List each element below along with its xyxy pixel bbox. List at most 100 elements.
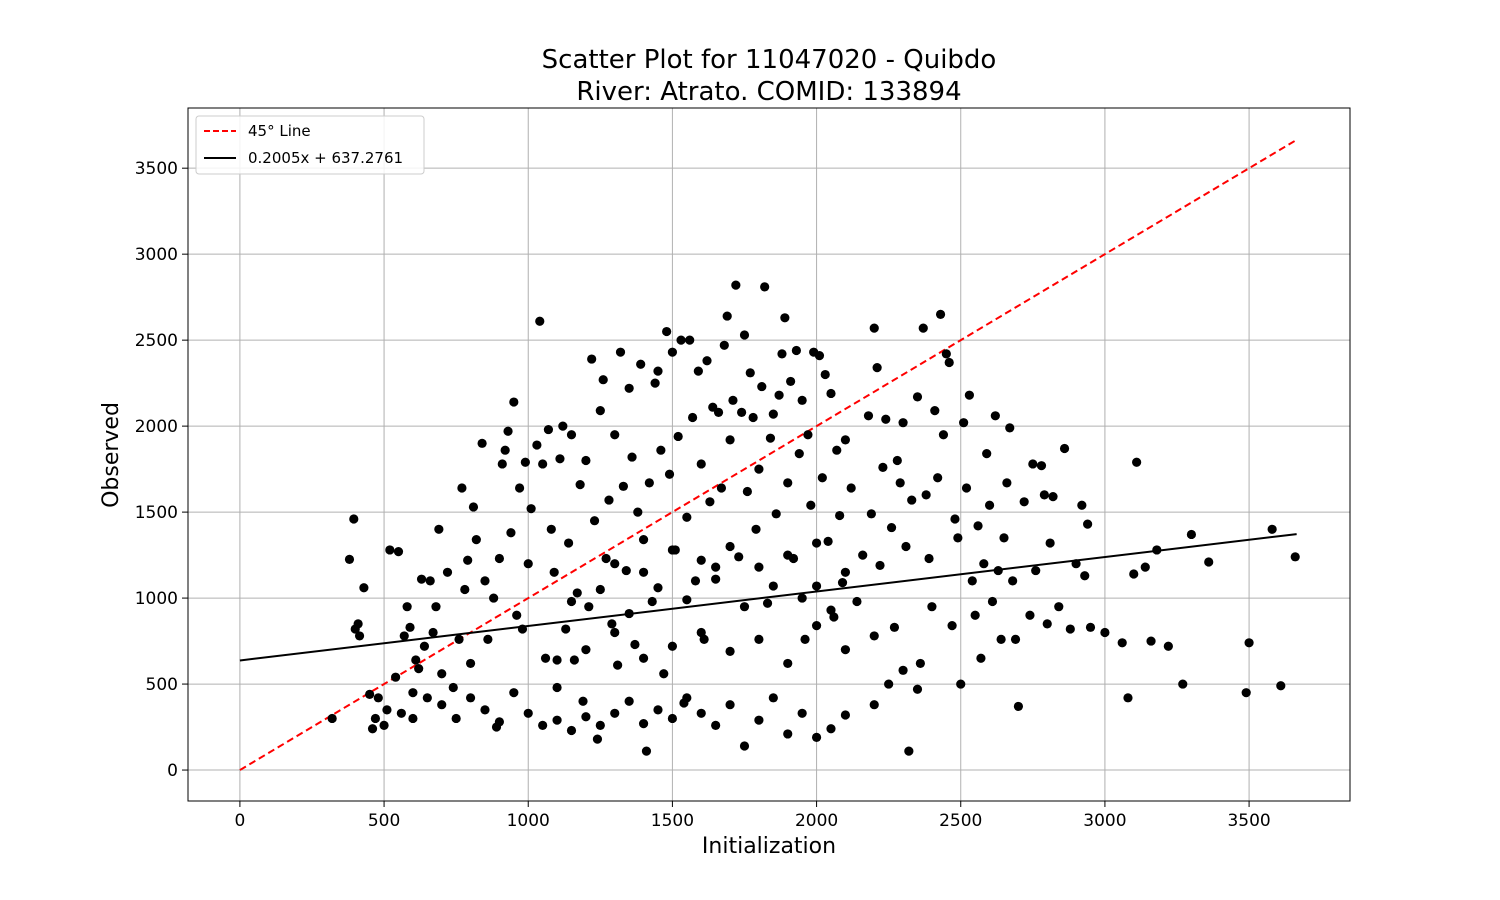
- scatter-point: [884, 679, 894, 689]
- scatter-point: [613, 660, 623, 670]
- scatter-point: [832, 445, 842, 455]
- scatter-point: [898, 665, 908, 675]
- scatter-point: [1241, 688, 1251, 698]
- scatter-point: [1152, 545, 1162, 555]
- scatter-point: [794, 449, 804, 459]
- scatter-point: [564, 538, 574, 548]
- scatter-point: [552, 715, 562, 725]
- scatter-point: [514, 483, 525, 493]
- scatter-point: [869, 631, 879, 641]
- scatter-point: [667, 347, 678, 357]
- scatter-point: [344, 554, 355, 564]
- scatter-point: [791, 345, 801, 356]
- scatter-point: [1129, 569, 1139, 579]
- scatter-point: [385, 545, 395, 555]
- scatter-point: [595, 720, 605, 730]
- scatter-point: [739, 330, 750, 340]
- plot-lines: [239, 138, 1298, 771]
- scatter-point: [463, 555, 473, 565]
- scatter-point: [915, 658, 925, 669]
- scatter-point: [826, 388, 836, 399]
- scatter-point: [1059, 443, 1070, 454]
- scatter-point: [797, 708, 807, 718]
- scatter-point: [964, 390, 974, 400]
- reference-45-line: [239, 138, 1298, 771]
- scatter-point: [581, 712, 591, 722]
- scatter-point: [1146, 636, 1156, 646]
- scatter-point: [690, 576, 701, 586]
- scatter-point: [745, 368, 755, 378]
- scatter-point: [863, 411, 874, 421]
- scatter-point: [638, 535, 649, 545]
- y-tick-label: 1500: [135, 503, 178, 523]
- scatter-point: [895, 478, 905, 488]
- scatter-point: [800, 634, 810, 644]
- x-tick-label: 3000: [1083, 811, 1126, 831]
- data-points: [327, 280, 1300, 756]
- scatter-point: [837, 578, 848, 588]
- scatter-point: [373, 693, 383, 703]
- scatter-point: [754, 464, 764, 474]
- y-tick-label: 3000: [135, 245, 178, 265]
- scatter-point: [402, 602, 412, 612]
- regression-fit-line: [239, 533, 1297, 662]
- scatter-point: [1290, 552, 1300, 562]
- scatter-point: [523, 708, 533, 718]
- scatter-point: [419, 641, 430, 651]
- scatter-point: [817, 473, 827, 483]
- scatter-point: [465, 658, 476, 669]
- scatter-point: [1048, 492, 1058, 502]
- y-tick-label: 1000: [135, 589, 178, 609]
- scatter-point: [595, 584, 605, 595]
- scatter-point: [359, 583, 369, 593]
- scatter-point: [933, 473, 943, 483]
- x-axis-ticks: 0 500 1000 1500 2000 2500 3000 3500: [234, 801, 1271, 831]
- scatter-point: [725, 435, 735, 445]
- scatter-point: [558, 421, 568, 431]
- legend-box: [195, 115, 425, 175]
- scatter-point: [1244, 638, 1254, 648]
- scatter-point: [757, 381, 767, 392]
- scatter-point: [483, 634, 493, 644]
- scatter-point: [552, 655, 562, 665]
- scatter-point: [1005, 423, 1015, 433]
- scatter-point: [840, 567, 851, 577]
- scatter-point: [713, 407, 724, 417]
- scatter-point: [638, 719, 649, 729]
- scatter-point: [1085, 622, 1096, 632]
- scatter-point: [1132, 457, 1142, 467]
- scatter-point: [901, 541, 911, 552]
- scatter-point: [561, 624, 571, 634]
- scatter-point: [1042, 619, 1052, 629]
- scatter-point: [650, 378, 660, 388]
- scatter-point: [575, 479, 585, 490]
- scatter-point: [532, 440, 542, 450]
- scatter-point: [771, 509, 781, 519]
- scatter-point: [682, 595, 692, 605]
- scatter-point: [858, 550, 868, 560]
- plot-area-frame: [187, 107, 1351, 802]
- scatter-point: [725, 541, 735, 552]
- scatter-point: [768, 581, 778, 591]
- scatter-point: [947, 621, 957, 631]
- x-tick-label: 1000: [507, 811, 550, 831]
- scatter-point: [982, 449, 992, 459]
- scatter-point: [497, 459, 507, 469]
- scatter-point: [716, 483, 727, 493]
- scatter-point: [904, 746, 914, 756]
- scatter-point: [1117, 638, 1127, 648]
- scatter-point: [349, 514, 359, 524]
- scatter-point: [621, 565, 631, 576]
- scatter-point: [820, 369, 830, 380]
- scatter-point: [935, 309, 946, 319]
- scatter-point: [967, 576, 977, 586]
- scatter-point: [941, 349, 951, 359]
- scatter-point: [636, 359, 646, 369]
- scatter-point: [682, 512, 692, 522]
- scatter-point: [1031, 565, 1041, 576]
- scatter-point: [918, 323, 928, 333]
- chart-title-line2: River: Atrato. COMID: 133894: [576, 77, 961, 107]
- scatter-point: [408, 713, 418, 724]
- scatter-point: [840, 435, 851, 445]
